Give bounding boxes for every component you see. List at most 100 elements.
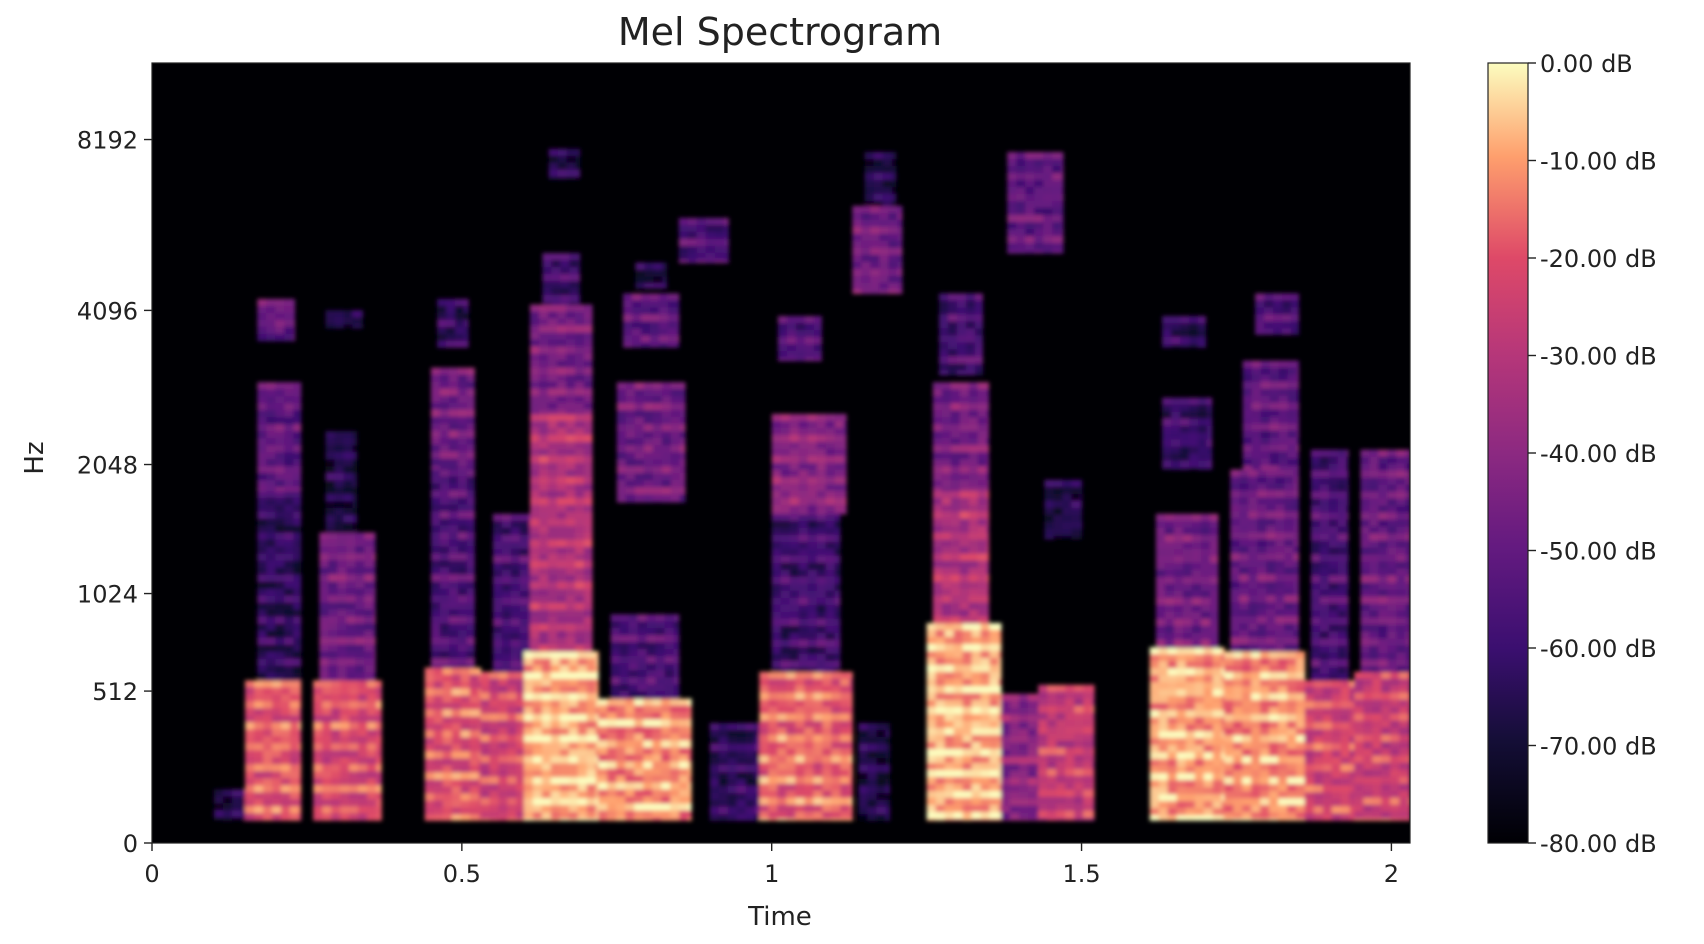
spectrogram-cell xyxy=(439,630,450,638)
spectrogram-cell xyxy=(293,602,302,611)
spectrogram-cell xyxy=(586,693,597,701)
spectrogram-cell xyxy=(598,796,608,805)
spectrogram-cell xyxy=(1182,604,1193,613)
spectrogram-cell xyxy=(786,741,796,750)
spectrogram-cell xyxy=(507,692,517,701)
spectrogram-cell xyxy=(962,707,973,715)
spectrogram-cell xyxy=(331,729,341,737)
spectrogram-cell xyxy=(439,644,450,652)
spectrogram-cell xyxy=(754,751,760,759)
spectrogram-cell xyxy=(1207,453,1213,462)
spectrogram-cell xyxy=(789,497,800,506)
spectrogram-cell xyxy=(745,814,756,821)
spectrogram-cell xyxy=(798,548,809,557)
spectrogram-cell xyxy=(840,769,850,778)
spectrogram-cell xyxy=(584,553,593,562)
spectrogram-cell xyxy=(807,497,818,506)
spectrogram-cell xyxy=(254,687,264,695)
spectrogram-cell xyxy=(1056,761,1066,770)
spectrogram-cell xyxy=(834,597,841,606)
spectrogram-cell xyxy=(584,318,593,327)
spectrogram-cell xyxy=(460,758,471,767)
spectrogram-cell xyxy=(777,818,787,821)
spectrogram-cell xyxy=(507,713,517,722)
spectrogram-cell xyxy=(1074,817,1084,821)
spectrogram-cell xyxy=(266,298,276,307)
spectrogram-cell xyxy=(959,553,970,562)
spectrogram-cell xyxy=(634,726,644,735)
spectrogram-cell xyxy=(1191,576,1202,585)
spectrogram-cell xyxy=(586,665,597,673)
spectrogram-cell xyxy=(586,686,597,694)
spectrogram-cell xyxy=(272,771,282,779)
spectrogram-cell xyxy=(1158,668,1169,676)
spectrogram-cell xyxy=(584,469,593,478)
spectrogram-cell xyxy=(705,259,716,264)
spectrogram-cell xyxy=(1038,810,1048,819)
spectrogram-cell xyxy=(281,778,291,786)
spectrogram-cell xyxy=(498,741,508,750)
spectrogram-cell xyxy=(1019,721,1029,730)
spectrogram-cell xyxy=(1071,528,1081,537)
spectrogram-cell xyxy=(825,660,836,669)
spectrogram-cell xyxy=(263,771,273,779)
spectrogram-cell xyxy=(539,567,549,576)
spectrogram-cell xyxy=(807,632,818,641)
spectrogram-cell xyxy=(619,677,630,685)
spectrogram-cell xyxy=(816,660,827,669)
spectrogram-cell xyxy=(284,305,294,314)
spectrogram-cell xyxy=(457,469,468,477)
spectrogram-cell xyxy=(1287,686,1297,694)
spectrogram-cell xyxy=(804,678,814,687)
spectrogram-cell xyxy=(798,490,809,499)
spectrogram-cell xyxy=(1176,647,1187,655)
spectrogram-cell xyxy=(986,518,990,527)
spectrogram-cell xyxy=(616,445,627,453)
spectrogram-cell xyxy=(989,707,1000,715)
spectrogram-cell xyxy=(254,771,264,779)
spectrogram-cell xyxy=(950,438,961,446)
spectrogram-cell xyxy=(272,778,282,786)
spectrogram-cell xyxy=(822,783,832,792)
spectrogram-cell xyxy=(1176,696,1187,704)
spectrogram-cell xyxy=(275,658,285,667)
spectrogram-cell xyxy=(530,388,540,397)
spectrogram-cell xyxy=(664,614,675,622)
spectrogram-cell xyxy=(313,806,323,814)
spectrogram-cell xyxy=(1167,668,1178,676)
spectrogram-cell xyxy=(807,441,818,450)
spectrogram-cell xyxy=(566,353,576,362)
spectrogram-cell xyxy=(430,553,441,561)
spectrogram-cell xyxy=(616,768,626,777)
spectrogram-cell xyxy=(831,699,841,708)
spectrogram-cell xyxy=(977,490,988,499)
spectrogram-cell xyxy=(568,791,579,799)
spectrogram-cell xyxy=(457,430,468,439)
spectrogram-cell xyxy=(1242,679,1252,687)
spectrogram-cell xyxy=(442,667,453,676)
spectrogram-cell xyxy=(935,812,946,820)
spectrogram-cell xyxy=(646,670,657,678)
spectrogram-cell xyxy=(759,734,769,743)
spectrogram-cell xyxy=(625,466,636,474)
spectrogram-cell xyxy=(816,548,827,557)
spectrogram-cell xyxy=(284,298,294,307)
spectrogram-cell xyxy=(290,764,300,772)
spectrogram-cell xyxy=(584,560,593,569)
spectrogram-cell xyxy=(1016,201,1026,209)
spectrogram-cell xyxy=(632,321,642,329)
spectrogram-cell xyxy=(480,734,490,743)
spectrogram-cell xyxy=(864,152,875,160)
spectrogram-cell xyxy=(628,698,639,700)
spectrogram-cell xyxy=(771,483,782,492)
spectrogram-cell xyxy=(807,548,818,557)
spectrogram-cell xyxy=(313,701,323,709)
spectrogram-cell xyxy=(1212,647,1223,655)
spectrogram-cell xyxy=(696,238,707,247)
spectrogram-cell xyxy=(1074,726,1084,735)
spectrogram-cell xyxy=(986,382,990,390)
spectrogram-cell xyxy=(575,637,585,646)
spectrogram-cell xyxy=(1043,243,1053,251)
spectrogram-cell xyxy=(745,793,756,801)
spectrogram-cell xyxy=(457,630,468,638)
